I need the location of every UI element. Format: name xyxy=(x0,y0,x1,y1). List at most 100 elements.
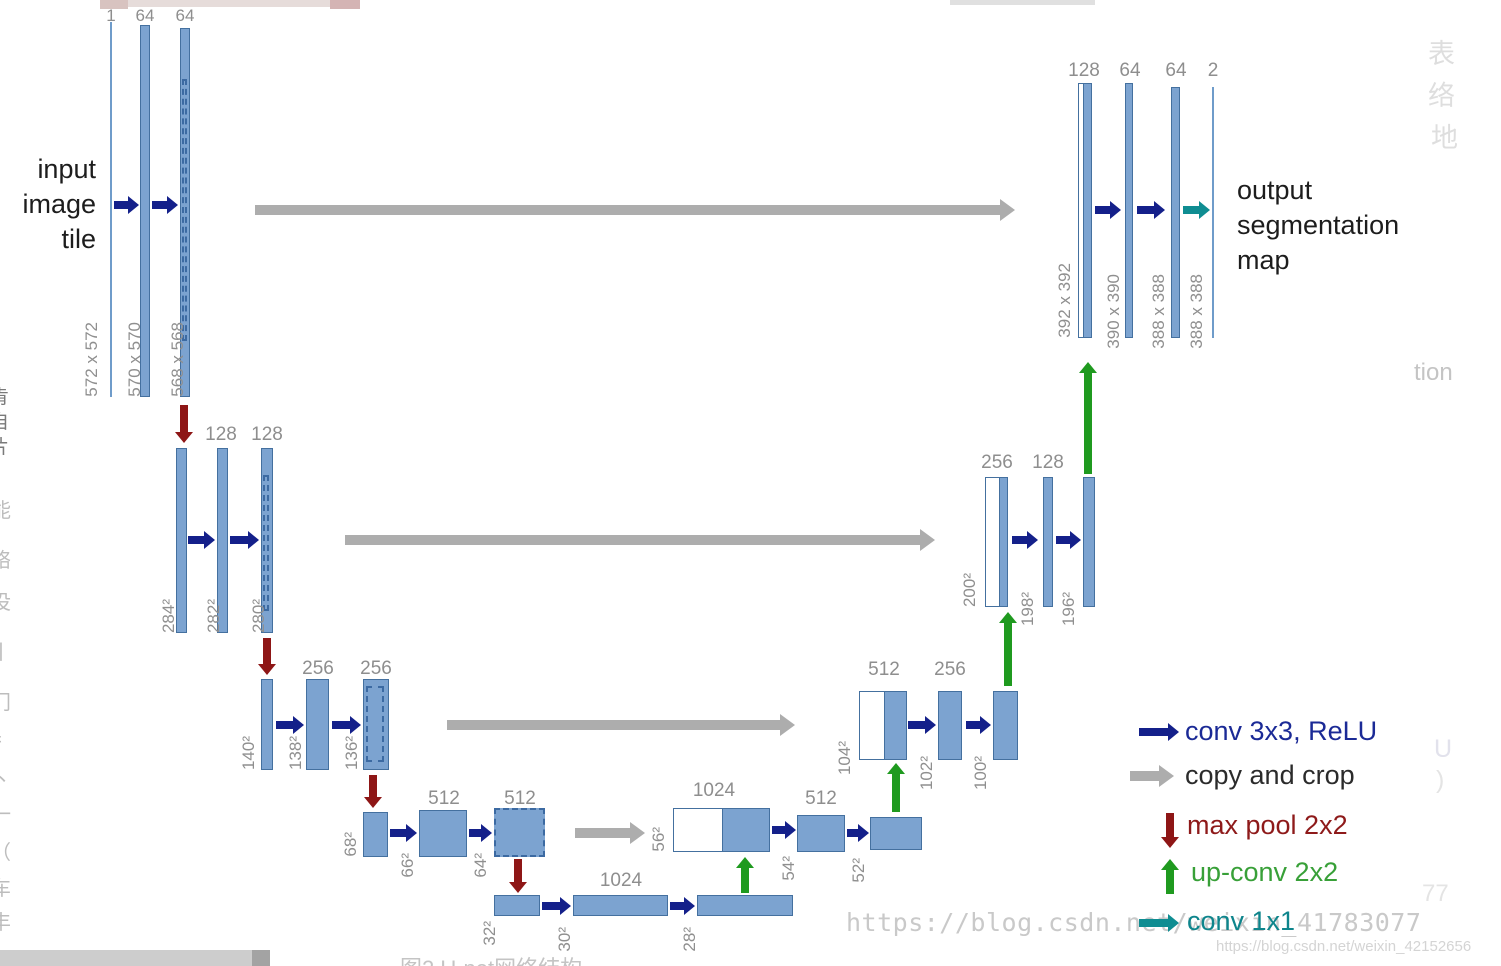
feature-map-bar xyxy=(1043,477,1053,607)
page-text-fragment: 能 xyxy=(0,500,11,522)
feature-size-label: 102² xyxy=(917,755,936,790)
page-text-fragment: 丰 xyxy=(0,912,11,934)
input-label: input image tile xyxy=(22,154,96,254)
feature-size-label: 284² xyxy=(159,598,178,633)
feature-map-bar xyxy=(494,895,540,916)
conv-arrow xyxy=(230,531,259,549)
page-text-fragment: 一 xyxy=(0,804,11,826)
feature-map-bar xyxy=(261,448,273,633)
feature-map-bar-cropped xyxy=(494,808,545,857)
copy-and-crop-arrow xyxy=(255,199,1015,221)
feature-size-label: 32² xyxy=(480,921,499,946)
up-conv-arrow xyxy=(736,857,754,893)
feature-map-bar xyxy=(993,691,1018,760)
channel-count: 128 xyxy=(251,424,283,445)
page-text-fragment: tion xyxy=(1414,359,1453,386)
max-pool-arrow xyxy=(509,859,527,893)
feature-map-bar xyxy=(1083,477,1095,607)
background-sliver xyxy=(100,0,128,9)
channel-count: 256 xyxy=(302,658,334,679)
feature-size-label: 52² xyxy=(849,858,868,883)
feature-size-label: 140² xyxy=(239,735,258,770)
page-text-fragment: 络 xyxy=(0,550,11,572)
conv-arrow xyxy=(542,897,571,915)
conv-arrow xyxy=(966,716,991,734)
page-text-fragment: 丶 xyxy=(0,769,11,791)
max-pool-arrow xyxy=(175,405,193,443)
copy-and-crop-arrow xyxy=(575,822,645,844)
feature-map-bar xyxy=(176,448,187,633)
feature-size-label: 56² xyxy=(649,827,668,852)
conv-arrow xyxy=(847,824,869,842)
crop-outline xyxy=(263,475,269,611)
channel-count: 512 xyxy=(805,788,837,809)
horizontal-scrollbar[interactable] xyxy=(0,950,270,966)
conv-arrow xyxy=(1056,531,1081,549)
page-text-fragment: 络 xyxy=(1428,81,1455,111)
feature-size-label: 138² xyxy=(286,735,305,770)
concat-feature-map xyxy=(673,808,770,852)
feature-size-label: 280² xyxy=(249,598,268,633)
channel-count: 256 xyxy=(360,658,392,679)
upconv-feature-part xyxy=(722,809,769,851)
page-text-fragment: ) xyxy=(1436,766,1445,794)
channel-count: 128 xyxy=(1032,452,1064,473)
channel-count: 1024 xyxy=(692,780,736,801)
conv-arrow xyxy=(469,824,492,842)
feature-size-label: 196² xyxy=(1059,591,1078,626)
feature-map-bar xyxy=(306,679,329,770)
output-label: output segmentation map xyxy=(1237,175,1400,275)
up-conv-arrow xyxy=(1079,362,1097,474)
channel-count: 512 xyxy=(868,659,900,680)
watermark-small: https://blog.csdn.net/weixin_42152656 xyxy=(1216,938,1472,955)
channel-count: 256 xyxy=(934,659,966,680)
conv-arrow xyxy=(390,824,417,842)
feature-map-bar xyxy=(419,810,467,857)
page-text-fragment: 自 xyxy=(0,407,9,434)
watermark-fragment: 77 xyxy=(1422,880,1449,907)
legend-conv-arrow-icon xyxy=(1139,723,1179,741)
feature-size-label: 66² xyxy=(398,853,417,878)
feature-map-bar xyxy=(110,22,112,397)
feature-size-label: 568 x 568 xyxy=(168,322,187,397)
legend-conv-label: conv 3x3, ReLU xyxy=(1185,716,1378,746)
feature-map-bar xyxy=(217,448,228,633)
legend-copy-arrow-icon xyxy=(1130,765,1174,787)
crop-outline xyxy=(366,686,384,762)
legend-upconv-label: up-conv 2x2 xyxy=(1191,857,1339,887)
legend-conv1x1-label: conv 1x1 xyxy=(1187,906,1296,936)
channel-count: 64 xyxy=(175,6,195,25)
channel-count: 1024 xyxy=(599,870,643,891)
up-conv-arrow xyxy=(887,763,905,812)
watermark-large: https://blog.csdn.net/weixin_41783077 xyxy=(846,908,1422,937)
feature-size-label: 282² xyxy=(204,598,223,633)
conv-arrow xyxy=(276,716,304,734)
page-text-fragment: 扌 xyxy=(0,732,11,754)
conv-arrow xyxy=(1095,201,1121,219)
feature-size-label: 64² xyxy=(471,853,490,878)
page-text-fragment: 没 xyxy=(0,592,11,614)
feature-size-label: 388 x 388 xyxy=(1149,274,1168,349)
channel-count: 1 xyxy=(106,6,116,25)
feature-size-label: 28² xyxy=(680,927,699,952)
channel-count: 64 xyxy=(1119,60,1141,81)
max-pool-arrow xyxy=(258,638,276,675)
scrollbar-thumb-edge[interactable] xyxy=(252,950,270,966)
feature-map-bar xyxy=(180,28,190,397)
channel-count: 512 xyxy=(428,788,460,809)
figure-caption-fragment: 图2 U-net网络结构 xyxy=(400,951,582,966)
channel-count: 2 xyxy=(1207,60,1219,81)
feature-size-label: 392 x 392 xyxy=(1055,263,1074,338)
feature-size-label: 54² xyxy=(779,856,798,881)
page-text-fragment: 地 xyxy=(1431,123,1458,153)
background-sliver xyxy=(950,0,1095,5)
background-sliver xyxy=(330,0,360,9)
upconv-feature-part xyxy=(1083,84,1091,337)
page-text-fragment: 表 xyxy=(1428,39,1455,69)
legend-upconv-arrow-icon xyxy=(1161,859,1179,894)
conv-1x1-arrow xyxy=(1183,201,1210,219)
feature-map-bar xyxy=(938,691,962,760)
copy-and-crop-arrow xyxy=(345,529,935,551)
feature-map-bar xyxy=(870,817,922,850)
